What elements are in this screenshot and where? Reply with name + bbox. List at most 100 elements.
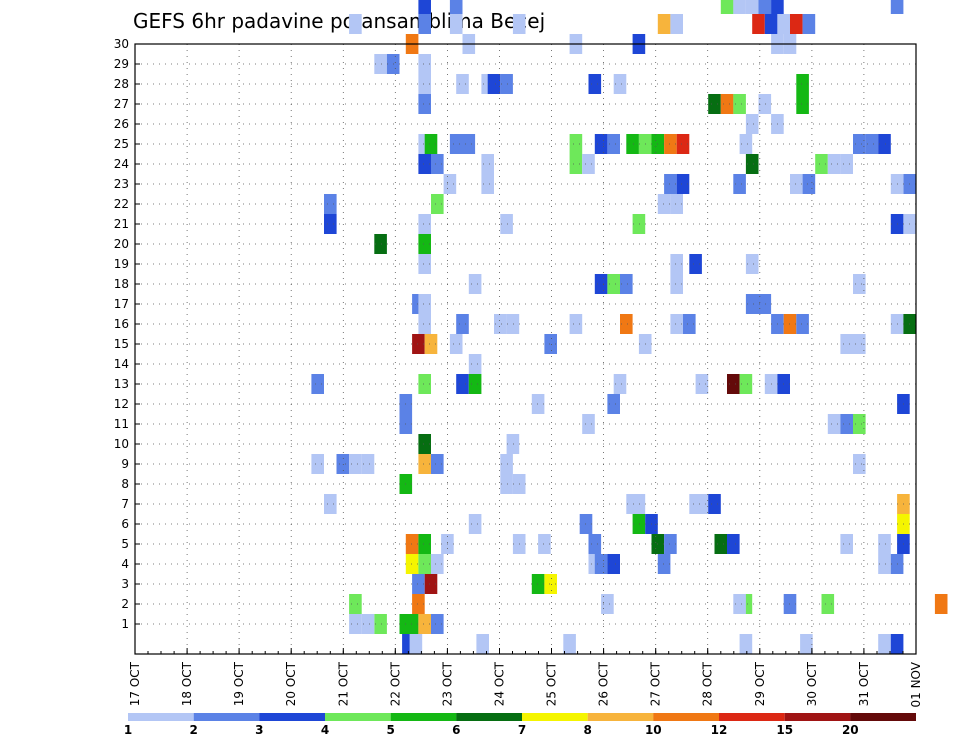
heatmap-cell	[531, 574, 545, 594]
heatmap-cell	[626, 494, 639, 514]
heatmap-cell	[418, 434, 431, 454]
heatmap-cell	[594, 274, 608, 294]
heatmap-cell	[405, 534, 419, 554]
heatmap-cell	[418, 154, 431, 174]
heatmap-cell	[670, 254, 683, 274]
colorbar-label: 7	[518, 723, 526, 737]
colorbar-label: 10	[645, 723, 662, 737]
heatmap-cell	[424, 134, 438, 154]
heatmap-cell	[708, 94, 721, 114]
heatmap-cell	[456, 374, 469, 394]
x-tick-label: 18 OCT	[180, 661, 194, 706]
heatmap-cell	[449, 334, 463, 354]
y-tick-label: 19	[114, 257, 129, 271]
heatmap-cell	[733, 94, 746, 114]
heatmap-cell	[311, 454, 324, 474]
heatmap-cell	[418, 254, 431, 274]
heatmap-cell	[487, 74, 501, 94]
heatmap-cell	[745, 254, 759, 274]
heatmap-cell	[418, 614, 431, 634]
heatmap-cell	[349, 594, 362, 614]
y-tick-label: 18	[114, 277, 129, 291]
heatmap-cell	[468, 274, 482, 294]
heatmap-cell	[494, 314, 507, 334]
heatmap-cell	[462, 134, 476, 154]
heatmap-cell	[890, 634, 904, 654]
heatmap-cell	[626, 134, 639, 154]
heatmap-cell	[878, 634, 891, 654]
y-tick-label: 26	[114, 117, 129, 131]
heatmap-cell	[374, 234, 387, 254]
y-tick-label: 23	[114, 177, 129, 191]
heatmap-cell	[934, 594, 948, 614]
heatmap-cell	[431, 554, 444, 574]
colorbar-label: 5	[387, 723, 395, 737]
heatmap-cell	[620, 274, 633, 294]
heatmap-cell	[412, 574, 425, 594]
heatmap-cell	[456, 314, 469, 334]
heatmap-cell	[758, 294, 772, 314]
heatmap-cell	[670, 274, 683, 294]
colorbar-label: 3	[255, 723, 263, 737]
heatmap-cell	[349, 614, 362, 634]
heatmap-cell	[468, 354, 482, 374]
y-tick-label: 11	[114, 417, 129, 431]
y-tick-label: 1	[121, 617, 129, 631]
colorbar-swatch	[193, 713, 260, 721]
heatmap-cell	[664, 174, 677, 194]
heatmap-cell	[802, 14, 816, 34]
heatmap-cell	[424, 334, 438, 354]
x-tick-label: 19 OCT	[232, 661, 246, 706]
y-tick-label: 9	[121, 457, 129, 471]
y-tick-label: 15	[114, 337, 129, 351]
heatmap-cell	[657, 14, 671, 34]
heatmap-cell	[607, 134, 620, 154]
colorbar-swatch	[587, 713, 654, 721]
x-tick-label: 01 NOV	[909, 661, 923, 707]
heatmap-cell	[695, 494, 709, 514]
heatmap-cell	[800, 634, 813, 654]
colorbar-label: 6	[452, 723, 460, 737]
plot-frame	[134, 43, 917, 655]
heatmap-cell	[468, 514, 482, 534]
heatmap-cell	[569, 154, 583, 174]
y-tick-label: 8	[121, 477, 129, 491]
colorbar-swatch	[259, 713, 325, 721]
heatmap-cell	[796, 74, 809, 94]
heatmap-cell	[727, 534, 740, 554]
heatmap-cell	[418, 0, 431, 14]
heatmap-cell	[349, 14, 362, 34]
heatmap-cell	[418, 214, 431, 234]
x-tick-label: 25 OCT	[545, 661, 559, 706]
heatmap-cell	[745, 154, 759, 174]
heatmap-cell	[418, 74, 431, 94]
heatmap-cell	[431, 454, 444, 474]
heatmap-cell	[739, 374, 753, 394]
heatmap-cell	[607, 554, 620, 574]
heatmap-cells	[311, 0, 948, 654]
heatmap-cell	[853, 134, 866, 154]
x-tick-label: 31 OCT	[857, 661, 871, 706]
colorbar-label: 8	[584, 723, 592, 737]
heatmap-cell	[418, 294, 431, 314]
heatmap-cell	[815, 154, 828, 174]
heatmap-cell	[538, 534, 551, 554]
y-tick-label: 4	[121, 557, 129, 571]
y-tick-label: 2	[121, 597, 129, 611]
y-tick-label: 29	[114, 57, 129, 71]
y-tick-label: 10	[114, 437, 129, 451]
heatmap-cell	[739, 134, 753, 154]
heatmap-cell	[777, 14, 790, 34]
heatmap-cell	[544, 574, 557, 594]
heatmap-cell	[878, 534, 891, 554]
heatmap-cell	[481, 174, 494, 194]
heatmap-cell	[840, 414, 853, 434]
chart-title: GEFS 6hr padavine po ansamblima Becej	[133, 9, 545, 33]
heatmap-cell	[745, 0, 759, 14]
y-tick-label: 12	[114, 397, 129, 411]
x-tick-label: 20 OCT	[284, 661, 298, 706]
heatmap-cell	[418, 234, 431, 254]
heatmap-cell	[840, 534, 853, 554]
x-tick-label: 22 OCT	[388, 661, 402, 706]
heatmap-cell	[500, 454, 513, 474]
